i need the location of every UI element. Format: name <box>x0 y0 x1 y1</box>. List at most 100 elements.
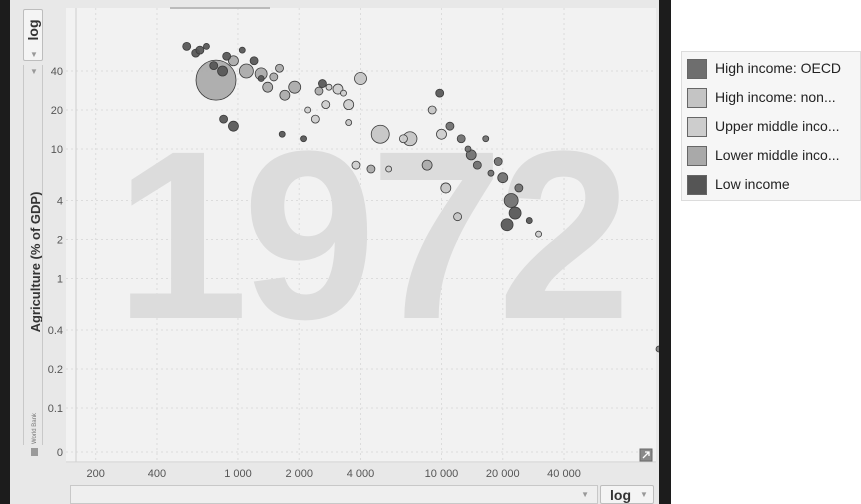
legend-label: Upper middle inco... <box>715 118 840 134</box>
data-bubble[interactable] <box>487 169 495 177</box>
data-bubble[interactable] <box>351 160 361 170</box>
y-tick-label: 2 <box>57 234 63 246</box>
data-bubble[interactable] <box>482 135 490 143</box>
data-bubble[interactable] <box>503 193 519 208</box>
y-axis-title: Agriculture (% of GDP) <box>28 192 43 333</box>
data-bubble[interactable] <box>436 128 447 140</box>
data-bubble[interactable] <box>300 135 307 143</box>
data-bubble[interactable] <box>354 72 367 85</box>
data-bubble[interactable] <box>456 134 466 144</box>
data-bubble[interactable] <box>514 183 524 193</box>
data-bubble[interactable] <box>257 75 265 82</box>
data-bubble[interactable] <box>321 100 331 110</box>
data-bubble[interactable] <box>399 134 408 144</box>
data-bubble[interactable] <box>340 89 347 97</box>
data-bubble[interactable] <box>366 164 376 174</box>
data-bubble[interactable] <box>310 114 320 124</box>
y-scale-label: log <box>25 19 41 41</box>
legend-item-upper-middle-income[interactable]: Upper middle inco... <box>687 116 860 138</box>
x-tick-label: 400 <box>148 468 166 480</box>
data-bubble[interactable] <box>288 80 302 94</box>
data-bubble[interactable] <box>203 42 210 50</box>
legend-swatch <box>687 117 707 137</box>
y-tick-label: 0.4 <box>48 325 63 337</box>
data-bubble[interactable] <box>421 159 433 171</box>
x-tick-label: 40 000 <box>547 468 581 480</box>
chevron-down-icon: ▼ <box>30 67 38 76</box>
legend-label: Low income <box>715 176 790 192</box>
data-bubble[interactable] <box>385 165 393 173</box>
data-bubble[interactable] <box>343 99 355 111</box>
data-bubble[interactable] <box>262 81 274 93</box>
data-bubble[interactable] <box>345 119 353 126</box>
frame-right <box>659 0 671 504</box>
data-bubble[interactable] <box>472 160 482 170</box>
legend-swatch <box>687 88 707 108</box>
data-bubble[interactable] <box>228 120 239 132</box>
data-bubble[interactable] <box>508 206 522 220</box>
data-bubble[interactable] <box>238 63 254 79</box>
data-bubble[interactable] <box>440 182 452 194</box>
legend-label: High income: non... <box>715 89 836 105</box>
data-bubble[interactable] <box>219 114 229 124</box>
legend-swatch <box>687 175 707 195</box>
data-bubble[interactable] <box>453 212 463 222</box>
data-bubble[interactable] <box>249 56 259 66</box>
data-bubble[interactable] <box>269 72 279 82</box>
y-tick-label: 0.2 <box>48 364 63 376</box>
data-bubble[interactable] <box>275 63 284 73</box>
data-bubble[interactable] <box>427 105 437 115</box>
legend-item-lower-middle-income[interactable]: Lower middle inco... <box>687 145 860 167</box>
y-tick-label: 1 <box>57 273 63 285</box>
y-tick-label: 20 <box>51 105 63 117</box>
year-watermark: 1972 <box>115 101 625 369</box>
x-tick-label: 200 <box>87 468 105 480</box>
data-bubble[interactable] <box>525 217 533 224</box>
x-scale-dropdown[interactable]: log ▼ <box>600 485 654 504</box>
x-scale-label: log <box>610 487 631 503</box>
data-bubble[interactable] <box>279 89 291 101</box>
bubble-chart: 1972 40 20 10 4 2 1 0.4 0.2 0.1 0 200 400 1 000 2 000… <box>28 7 663 503</box>
data-bubble[interactable] <box>318 79 327 88</box>
legend-item-high-income-oecd[interactable]: High income: OECD <box>687 58 860 80</box>
y-scale-dropdown[interactable]: log ▼ <box>23 9 43 61</box>
expand-arrow-icon <box>642 451 650 459</box>
data-bubble[interactable] <box>500 218 514 232</box>
chevron-down-icon: ▼ <box>581 490 589 499</box>
y-indicator-dropdown[interactable]: ▼ <box>23 65 43 445</box>
legend-swatch <box>687 146 707 166</box>
data-bubble[interactable] <box>304 106 312 114</box>
data-bubble[interactable] <box>497 172 509 184</box>
legend-item-high-income-nonoecd[interactable]: High income: non... <box>687 87 860 109</box>
y-tick-label: 10 <box>51 144 63 156</box>
data-bubble[interactable] <box>217 65 228 77</box>
data-bubble[interactable] <box>325 83 333 91</box>
data-bubble[interactable] <box>314 86 324 96</box>
data-bubble[interactable] <box>493 157 503 166</box>
data-bubble[interactable] <box>535 230 542 238</box>
data-bubble[interactable] <box>195 45 205 55</box>
x-tick-label: 10 000 <box>425 468 459 480</box>
y-tick-label: 4 <box>57 196 63 208</box>
chevron-down-icon: ▼ <box>30 50 38 59</box>
data-bubble[interactable] <box>464 145 472 153</box>
y-tick-label: 0 <box>57 447 63 459</box>
watermark-text: World Bank <box>32 412 38 444</box>
data-bubble[interactable] <box>435 88 445 98</box>
x-tick-label: 2 000 <box>285 468 313 480</box>
data-bubble[interactable] <box>238 46 246 54</box>
x-tick-label: 4 000 <box>347 468 375 480</box>
x-indicator-dropdown[interactable]: ▼ <box>70 485 598 504</box>
data-bubble[interactable] <box>278 130 286 138</box>
data-bubble[interactable] <box>445 121 455 131</box>
data-bubble[interactable] <box>222 51 232 61</box>
data-bubble[interactable] <box>182 41 192 51</box>
data-bubble[interactable] <box>209 61 219 71</box>
y-tick-label: 0.1 <box>48 403 63 415</box>
data-bubble[interactable] <box>370 124 390 144</box>
watermark-logo <box>31 448 38 456</box>
y-tick-label: 40 <box>51 66 63 78</box>
legend-item-low-income[interactable]: Low income <box>687 174 860 196</box>
x-tick-label: 20 000 <box>486 468 520 480</box>
data-bubble[interactable] <box>228 55 239 67</box>
